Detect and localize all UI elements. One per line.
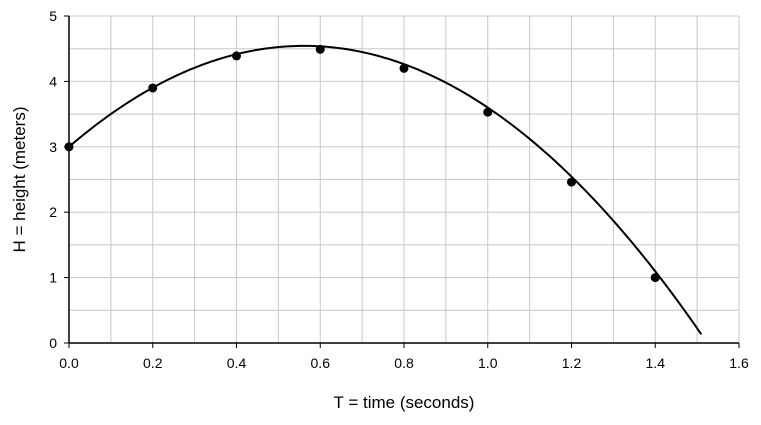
x-tick-label: 0.2 (143, 355, 163, 371)
y-tick-label: 3 (49, 139, 57, 155)
x-tick-label: 0.4 (227, 355, 247, 371)
x-tick-label: 0.6 (311, 355, 331, 371)
x-tick-label: 1.2 (562, 355, 582, 371)
data-point (232, 51, 241, 61)
series-curve (68, 44, 703, 335)
axes (64, 15, 740, 348)
y-tick-labels: 0 1 2 3 4 5 (49, 8, 57, 351)
data-point (315, 44, 325, 54)
y-tick-label: 2 (49, 204, 57, 220)
x-axis-label: T = time (seconds) (334, 393, 475, 412)
data-point (64, 142, 74, 152)
x-tick-labels: 0.0 0.2 0.4 0.6 0.8 1.0 1.2 1.4 1.6 (59, 355, 749, 371)
data-point (399, 63, 409, 73)
y-tick-label: 0 (49, 335, 57, 351)
x-tick-label: 0.8 (394, 355, 414, 371)
data-point (483, 107, 493, 117)
x-tick-label: 1.6 (729, 355, 749, 371)
x-tick-label: 1.0 (478, 355, 498, 371)
y-axis-label: H = height (meters) (10, 107, 29, 253)
x-tick-label: 1.4 (646, 355, 666, 371)
data-point (148, 83, 158, 93)
x-tick-label: 0.0 (59, 355, 79, 371)
series-points (64, 44, 660, 283)
data-point (567, 177, 576, 187)
y-tick-label: 5 (49, 8, 57, 24)
fitted-curve (68, 44, 703, 335)
y-tick-label: 4 (49, 73, 57, 89)
data-point (650, 273, 660, 283)
y-tick-label: 1 (49, 270, 57, 286)
